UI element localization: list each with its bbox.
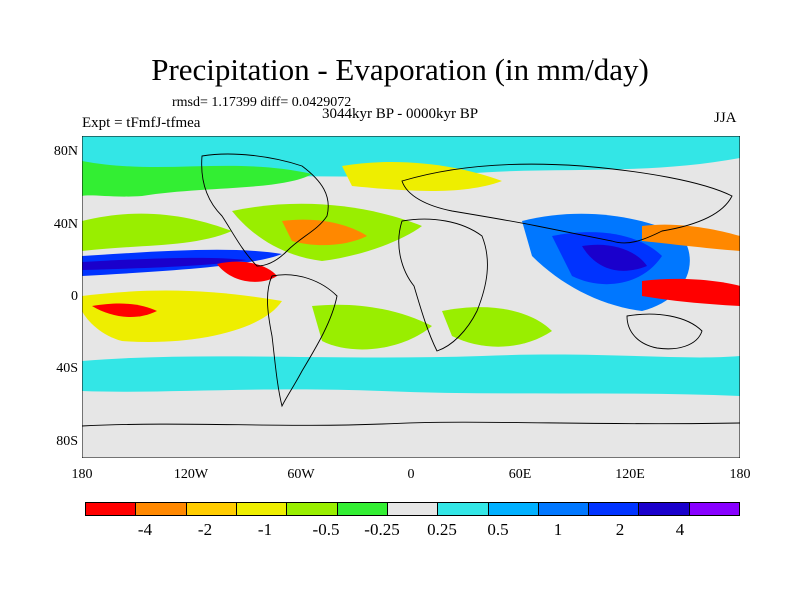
lon-label-60e: 60E bbox=[508, 467, 532, 482]
central-america-dry bbox=[217, 261, 277, 282]
lat-label-80n: 80N bbox=[53, 144, 78, 159]
colorbar-swatch bbox=[86, 503, 137, 515]
colorbar-label: 0.25 bbox=[427, 520, 457, 539]
west-pacific-red bbox=[642, 278, 740, 306]
eurasia-coast bbox=[401, 163, 733, 244]
colorbar-swatch bbox=[639, 503, 690, 515]
colorbar-label: 1 bbox=[553, 520, 563, 539]
lon-label-60w: 60W bbox=[287, 467, 315, 482]
colorbar-swatch bbox=[538, 503, 590, 515]
southern-ocean-wet bbox=[82, 354, 740, 396]
lat-label-40s: 40S bbox=[56, 361, 78, 376]
lon-label-120w: 120W bbox=[173, 467, 209, 482]
north-pacific-green bbox=[82, 161, 312, 197]
lon-label-180e: 180 bbox=[729, 467, 751, 482]
colorbar-swatch bbox=[589, 503, 640, 515]
colorbar-swatch bbox=[337, 503, 388, 515]
south-pacific-dry bbox=[82, 290, 282, 342]
period-text: 3044kyr BP - 0000kyr BP bbox=[322, 106, 479, 122]
coastlines bbox=[82, 153, 740, 427]
colorbar-swatch bbox=[287, 503, 338, 515]
colorbar-swatch bbox=[136, 503, 187, 515]
colorbar-label: -1 bbox=[257, 520, 273, 539]
antarctica-coast bbox=[82, 421, 740, 427]
lon-label-0: 0 bbox=[407, 467, 415, 482]
colorbar-label: -4 bbox=[137, 520, 153, 539]
colorbar-label: 0.5 bbox=[487, 520, 509, 539]
lon-label-120e: 120E bbox=[615, 467, 645, 482]
north-america-coast bbox=[201, 153, 329, 267]
colorbar-label: -0.5 bbox=[312, 520, 340, 539]
australia-coast bbox=[626, 313, 703, 350]
experiment-label: Expt = tFmfJ-tfmea bbox=[82, 115, 201, 131]
colorbar-swatch bbox=[236, 503, 288, 515]
map-title: Precipitation - Evaporation (in mm/day) bbox=[151, 52, 649, 87]
season-label: JJA bbox=[714, 110, 737, 126]
asia-monsoon-peak bbox=[582, 244, 647, 271]
south-pacific-red bbox=[92, 303, 157, 318]
colorbar-label: 4 bbox=[675, 520, 685, 539]
atlantic-orange bbox=[282, 219, 367, 246]
colorbar-swatch bbox=[387, 503, 439, 515]
lon-label-180w: 180 bbox=[71, 467, 93, 482]
south-atlantic-dry bbox=[312, 304, 432, 350]
lat-label-0: 0 bbox=[71, 289, 78, 304]
south-africa-dry bbox=[442, 307, 552, 347]
colorbar-swatch bbox=[438, 503, 489, 515]
north-atlantic-yellow bbox=[342, 161, 502, 191]
south-america-coast bbox=[267, 274, 338, 408]
pacific-green-band bbox=[82, 213, 232, 251]
stats-text: rmsd= 1.17399 diff= 0.0429072 bbox=[172, 95, 352, 110]
lat-label-80s: 80S bbox=[56, 434, 78, 449]
pe-field bbox=[82, 136, 740, 396]
colorbar-swatch bbox=[186, 503, 237, 515]
map-plot bbox=[82, 136, 740, 458]
colorbar-label: -2 bbox=[197, 520, 213, 539]
west-pacific-orange bbox=[642, 224, 740, 251]
lat-label-40n: 40N bbox=[53, 217, 78, 232]
colorbar-label: 2 bbox=[615, 520, 625, 539]
eq-pacific-core bbox=[82, 257, 247, 270]
colorbar-swatch bbox=[488, 503, 539, 515]
colorbar-swatch bbox=[689, 503, 740, 515]
colorbar-label: -0.25 bbox=[364, 520, 400, 539]
africa-coast bbox=[398, 218, 488, 352]
colorbar bbox=[85, 502, 740, 516]
